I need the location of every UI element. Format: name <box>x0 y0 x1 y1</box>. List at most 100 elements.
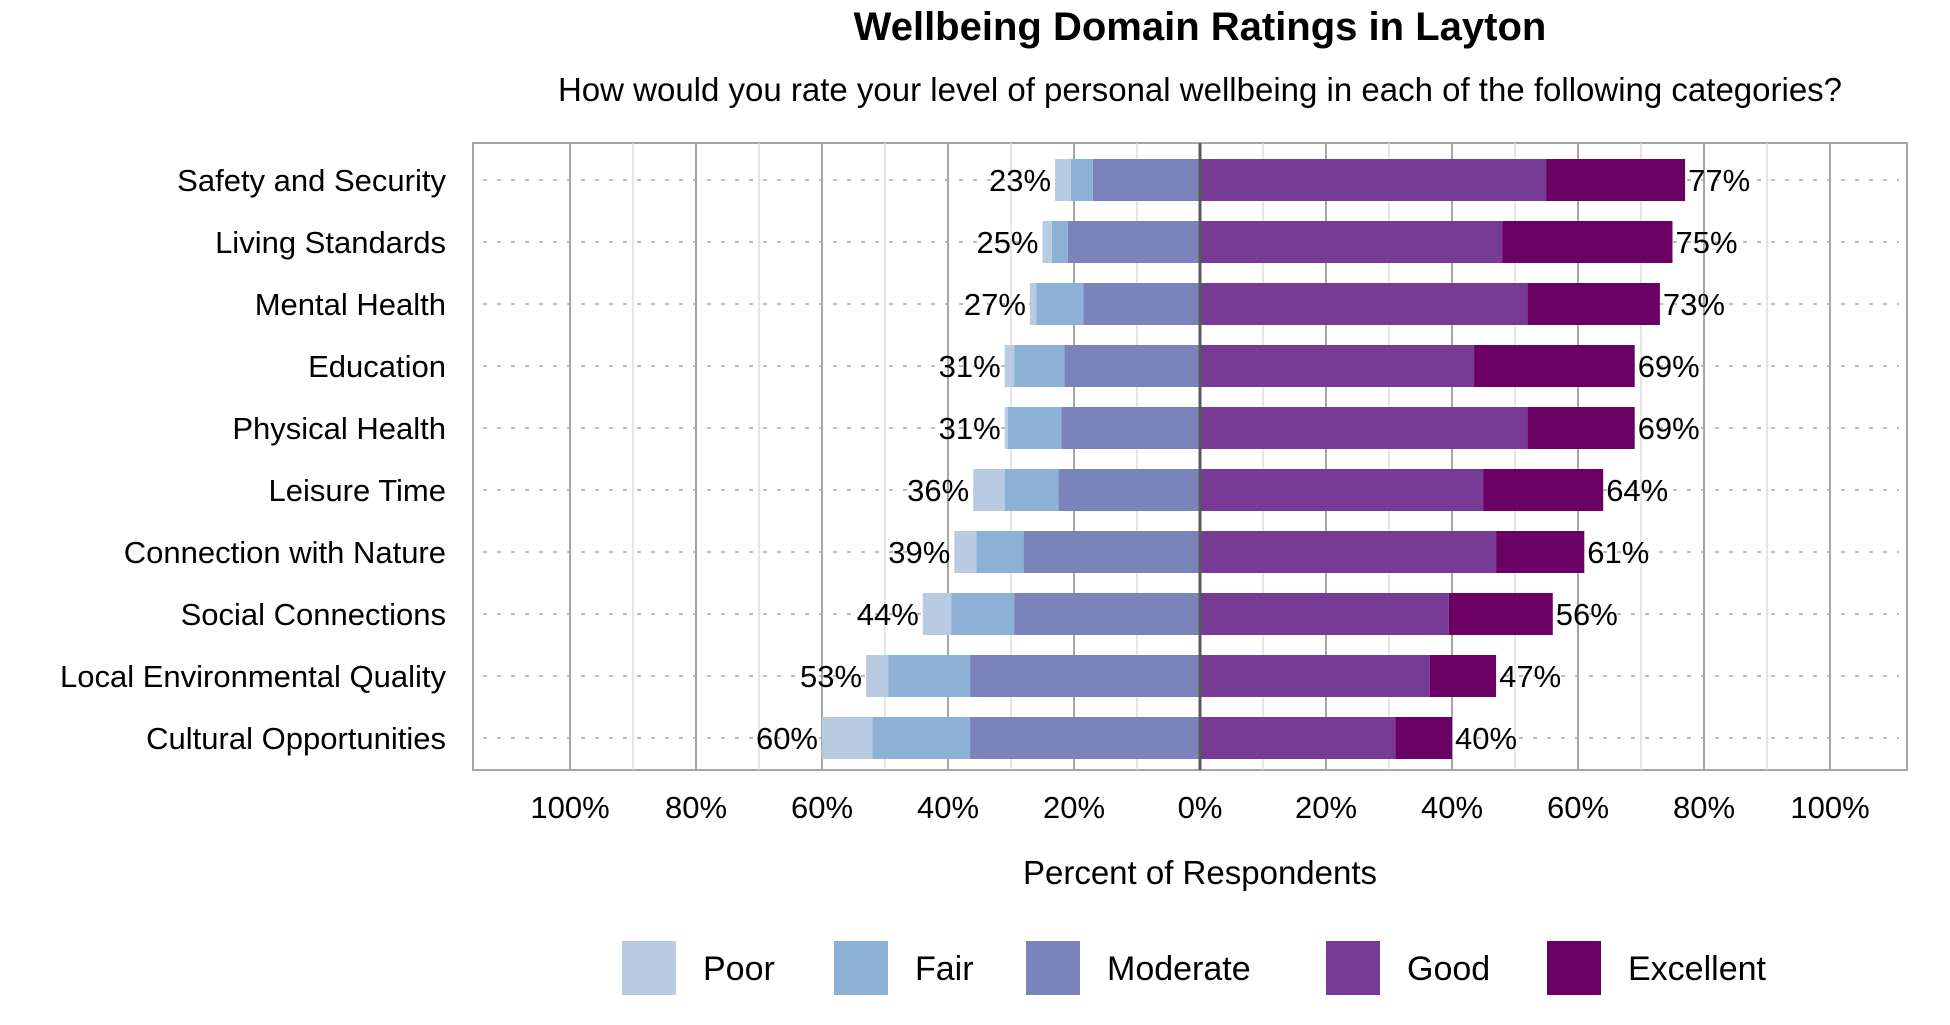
bar-good-leisure-time <box>1200 469 1484 511</box>
legend-label: Moderate <box>1107 950 1251 988</box>
negative-total-label: 31% <box>939 411 1001 446</box>
category-label: Living Standards <box>215 225 446 260</box>
bar-moderate-safety-and-security <box>1092 159 1200 201</box>
positive-total-label: 47% <box>1499 659 1561 694</box>
positive-total-label: 40% <box>1455 721 1517 756</box>
bar-poor-leisure-time <box>973 469 1005 511</box>
bar-moderate-local-environmental-quality <box>970 655 1200 697</box>
category-label: Social Connections <box>181 597 446 632</box>
category-label: Physical Health <box>232 411 446 446</box>
category-label: Mental Health <box>255 287 446 322</box>
negative-total-label: 53% <box>800 659 862 694</box>
bar-excellent-local-environmental-quality <box>1429 655 1497 697</box>
legend-item-poor: Poor <box>622 941 775 995</box>
category-labels: Safety and Security Living Standards Menta… <box>60 163 446 756</box>
plot-area <box>472 142 1908 771</box>
bar-poor-physical-health <box>1004 407 1008 449</box>
legend-label: Excellent <box>1628 950 1767 988</box>
bar-poor-living-standards <box>1042 221 1052 263</box>
bar-good-cultural-opportunities <box>1200 717 1396 759</box>
bar-fair-mental-health <box>1036 283 1084 325</box>
bar-excellent-mental-health <box>1527 283 1660 325</box>
positive-total-label: 75% <box>1676 225 1738 260</box>
legend-swatch <box>1547 941 1601 995</box>
legend-swatch <box>834 941 888 995</box>
bar-moderate-physical-health <box>1061 407 1200 449</box>
negative-total-label: 60% <box>756 721 818 756</box>
positive-total-label: 69% <box>1638 349 1700 384</box>
bar-poor-cultural-opportunities <box>822 717 873 759</box>
bar-poor-education <box>1004 345 1015 387</box>
bar-good-physical-health <box>1200 407 1528 449</box>
bar-fair-social-connections <box>951 593 1015 635</box>
bar-fair-physical-health <box>1007 407 1062 449</box>
bar-poor-social-connections <box>922 593 952 635</box>
x-axis-label: Percent of Respondents <box>1023 854 1377 891</box>
legend-swatch <box>622 941 676 995</box>
x-tick-label: 40% <box>1421 790 1483 825</box>
bar-moderate-connection-with-nature <box>1023 531 1200 573</box>
bar-moderate-cultural-opportunities <box>970 717 1200 759</box>
x-tick-label: 60% <box>791 790 853 825</box>
category-label: Cultural Opportunities <box>146 721 446 756</box>
bar-excellent-physical-health <box>1527 407 1635 449</box>
bar-fair-safety-and-security <box>1070 159 1093 201</box>
bar-poor-connection-with-nature <box>954 531 977 573</box>
legend-label: Poor <box>703 950 775 988</box>
x-tick-label: 40% <box>917 790 979 825</box>
bar-moderate-living-standards <box>1067 221 1200 263</box>
x-tick-label: 80% <box>1673 790 1735 825</box>
legend-label: Fair <box>915 950 974 988</box>
bar-excellent-social-connections <box>1448 593 1553 635</box>
positive-total-label: 61% <box>1587 535 1649 570</box>
negative-total-label: 44% <box>857 597 919 632</box>
bar-good-social-connections <box>1200 593 1449 635</box>
legend: Poor Fair Moderate Good Excellent <box>622 941 1767 995</box>
category-label: Leisure Time <box>269 473 446 508</box>
legend-label: Good <box>1407 950 1490 988</box>
bar-fair-education <box>1014 345 1065 387</box>
x-tick-label: 20% <box>1295 790 1357 825</box>
bar-excellent-leisure-time <box>1483 469 1604 511</box>
bar-moderate-education <box>1064 345 1200 387</box>
bar-good-living-standards <box>1200 221 1503 263</box>
value-labels: 23% 77% 25% 75% 27% 73% 31% 69% 31% 69% 36% 64% 39% 6… <box>756 163 1750 756</box>
bar-moderate-mental-health <box>1083 283 1200 325</box>
negative-total-label: 36% <box>907 473 969 508</box>
bar-excellent-education <box>1474 345 1635 387</box>
bar-fair-living-standards <box>1051 221 1068 263</box>
positive-total-label: 56% <box>1556 597 1618 632</box>
x-tick-label: 60% <box>1547 790 1609 825</box>
positive-total-label: 73% <box>1663 287 1725 322</box>
negative-total-label: 27% <box>964 287 1026 322</box>
x-tick-label: 20% <box>1043 790 1105 825</box>
category-label: Connection with Nature <box>124 535 446 570</box>
chart-subtitle: How would you rate your level of persona… <box>558 71 1842 108</box>
category-label: Education <box>308 349 446 384</box>
bar-fair-local-environmental-quality <box>888 655 971 697</box>
bar-good-safety-and-security <box>1200 159 1547 201</box>
bar-good-connection-with-nature <box>1200 531 1497 573</box>
x-tick-label: 0% <box>1178 790 1223 825</box>
bar-poor-safety-and-security <box>1055 159 1071 201</box>
bars <box>822 159 1686 759</box>
x-tick-labels: 100% 80% 60% 40% 20% 0% 20% 40% 60% 80% 100% <box>530 790 1869 825</box>
bar-good-education <box>1200 345 1475 387</box>
category-label: Local Environmental Quality <box>60 659 446 694</box>
bar-fair-cultural-opportunities <box>872 717 971 759</box>
legend-item-moderate: Moderate <box>1026 941 1251 995</box>
negative-total-label: 31% <box>939 349 1001 384</box>
bar-excellent-connection-with-nature <box>1496 531 1585 573</box>
category-label: Safety and Security <box>177 163 446 198</box>
x-tick-label: 100% <box>1790 790 1869 825</box>
bar-poor-mental-health <box>1029 283 1037 325</box>
x-tick-label: 100% <box>530 790 609 825</box>
positive-total-label: 77% <box>1688 163 1750 198</box>
bar-good-local-environmental-quality <box>1200 655 1430 697</box>
legend-item-fair: Fair <box>834 941 974 995</box>
bar-fair-connection-with-nature <box>976 531 1024 573</box>
legend-swatch <box>1326 941 1380 995</box>
bar-moderate-leisure-time <box>1058 469 1200 511</box>
